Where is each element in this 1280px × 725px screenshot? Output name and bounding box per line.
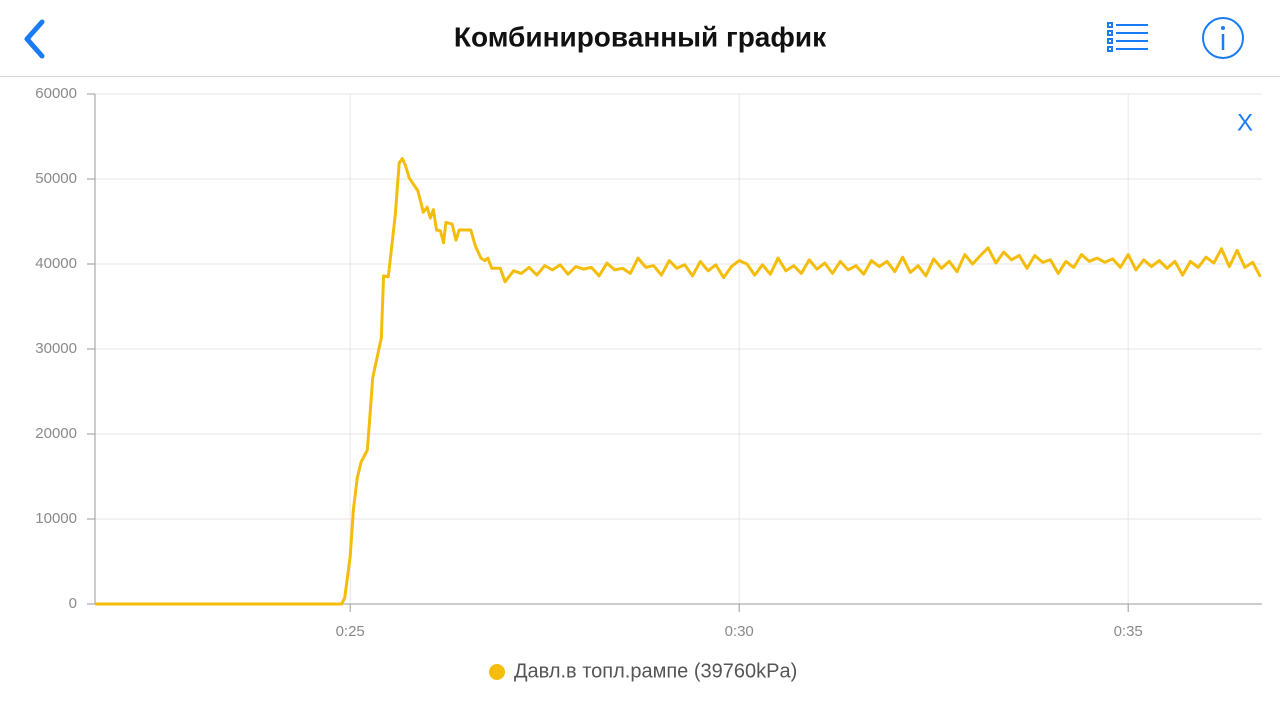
list-button[interactable]: [1107, 22, 1148, 52]
x-tick-label: 0:25: [336, 623, 365, 640]
y-tick-label: 20000: [35, 425, 77, 442]
legend-label: Давл.в топл.рампе (39760kPa): [514, 660, 797, 682]
close-chart[interactable]: X: [1237, 109, 1253, 136]
info-icon[interactable]: [1202, 17, 1244, 59]
y-tick-label: 50000: [35, 170, 77, 187]
y-tick-label: 0: [69, 595, 77, 612]
y-tick-label: 30000: [35, 340, 77, 357]
back-button[interactable]: [24, 19, 45, 59]
info-button[interactable]: [1202, 17, 1244, 59]
back-icon[interactable]: [24, 19, 45, 59]
data-line: [95, 157, 1262, 606]
legend-marker: [489, 664, 505, 680]
x-tick-label: 0:35: [1114, 623, 1143, 640]
y-tick-label: 60000: [35, 85, 77, 102]
y-tick-label: 10000: [35, 510, 77, 527]
y-tick-label: 40000: [35, 255, 77, 272]
x-tick-label: 0:30: [725, 623, 754, 640]
page-title: Комбинированный график: [454, 21, 827, 52]
chart: 0 10000 20000 30000 40000 50000 60000 0:25 0:30 0…: [35, 85, 1262, 682]
list-icon[interactable]: [1107, 22, 1113, 28]
